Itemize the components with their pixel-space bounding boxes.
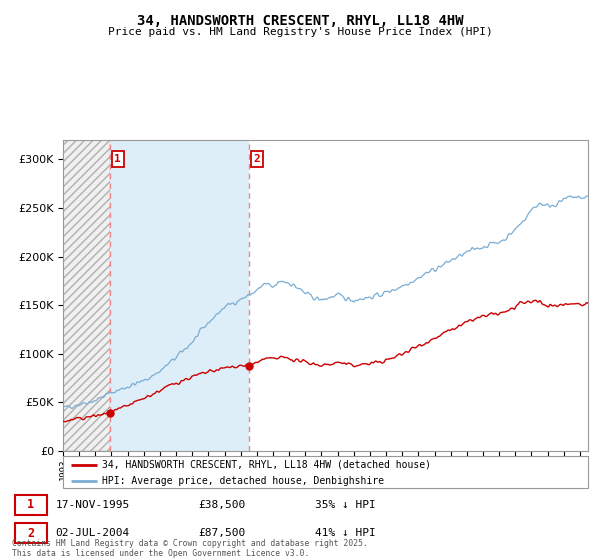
Text: 35% ↓ HPI: 35% ↓ HPI [314,500,376,510]
Text: 2: 2 [254,154,260,164]
FancyBboxPatch shape [15,523,47,544]
Text: 2: 2 [28,527,34,540]
Text: 1: 1 [115,154,121,164]
Text: 34, HANDSWORTH CRESCENT, RHYL, LL18 4HW (detached house): 34, HANDSWORTH CRESCENT, RHYL, LL18 4HW … [103,460,431,470]
Bar [63,140,110,451]
Text: 02-JUL-2004: 02-JUL-2004 [56,529,130,538]
FancyBboxPatch shape [63,456,588,488]
Text: Price paid vs. HM Land Registry's House Price Index (HPI): Price paid vs. HM Land Registry's House … [107,27,493,37]
Text: £87,500: £87,500 [198,529,245,538]
Text: Contains HM Land Registry data © Crown copyright and database right 2025.
This d: Contains HM Land Registry data © Crown c… [12,539,368,558]
Text: £38,500: £38,500 [198,500,245,510]
Text: 34, HANDSWORTH CRESCENT, RHYL, LL18 4HW: 34, HANDSWORTH CRESCENT, RHYL, LL18 4HW [137,14,463,28]
Text: 17-NOV-1995: 17-NOV-1995 [56,500,130,510]
Text: HPI: Average price, detached house, Denbighshire: HPI: Average price, detached house, Denb… [103,476,385,486]
FancyBboxPatch shape [15,495,47,515]
Bar [110,140,249,451]
Text: 41% ↓ HPI: 41% ↓ HPI [314,529,376,538]
Bar [249,140,588,451]
Text: 1: 1 [28,498,34,511]
